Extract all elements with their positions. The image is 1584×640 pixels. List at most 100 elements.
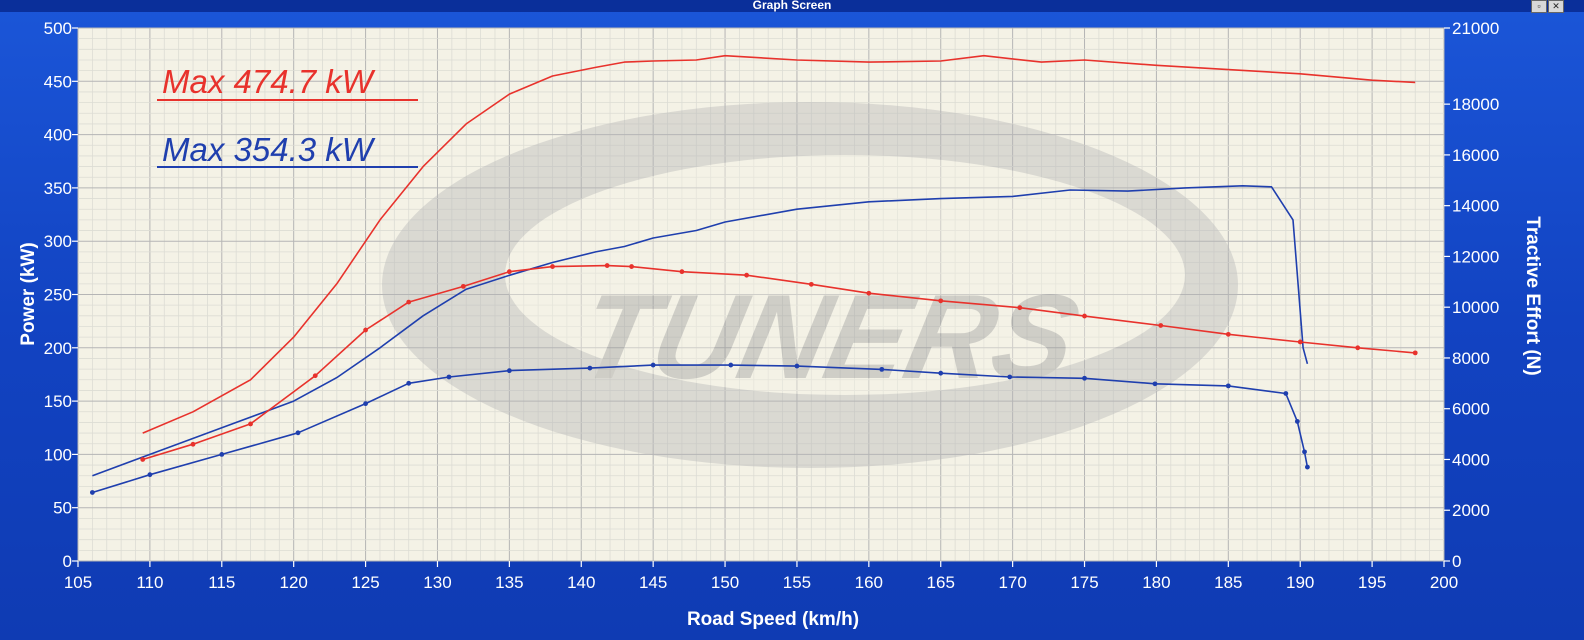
close-icon[interactable]: ✕ [1548, 0, 1564, 13]
x-tick-label: 140 [567, 573, 595, 592]
series-2-point [808, 281, 814, 287]
max-power-red-label: Max 474.7 kW [162, 63, 376, 100]
series-3-point [363, 401, 368, 407]
series-2-point [506, 269, 512, 275]
series-3-point [587, 365, 593, 371]
y-tick-label: 250 [44, 286, 72, 305]
y2-tick-label: 4000 [1452, 450, 1490, 469]
window-title: Graph Screen [752, 0, 832, 12]
series-2-point [744, 272, 750, 278]
restore-icon[interactable]: ▫ [1531, 0, 1547, 13]
series-3-point [89, 490, 95, 495]
x-tick-label: 175 [1070, 573, 1098, 592]
series-3-point [728, 362, 734, 368]
series-2-point [1082, 313, 1087, 319]
series-3-point [1302, 449, 1307, 455]
x-axis-title: Road Speed (km/h) [687, 609, 859, 630]
series-3-point [219, 452, 225, 457]
y-axis-title: Power (kW) [18, 242, 39, 345]
series-2-point [1412, 350, 1418, 356]
series-3-point [506, 368, 512, 374]
x-tick-label: 110 [136, 573, 163, 592]
series-2-point [190, 441, 196, 447]
y2-tick-label: 6000 [1452, 400, 1490, 419]
max-power-blue-label: Max 354.3 kW [162, 131, 376, 168]
series-2-point [938, 298, 944, 304]
x-tick-label: 115 [208, 573, 235, 592]
y2-tick-label: 8000 [1452, 349, 1490, 368]
x-axis-ticks: 105 110 115 120 125 130 135 140 145 150 155 160 165 1… [64, 561, 1458, 592]
y-tick-label: 300 [44, 232, 72, 251]
y2-tick-label: 0 [1452, 552, 1461, 571]
series-2-point [1017, 305, 1023, 311]
series-3-point [1225, 383, 1231, 389]
series-3-point [794, 363, 800, 369]
legend-red: Max 474.7 kW [157, 63, 418, 101]
x-tick-label: 145 [639, 573, 667, 592]
series-2-point [406, 299, 412, 305]
y2-tick-label: 2000 [1452, 501, 1490, 520]
series-2-point [604, 263, 610, 268]
y2-tick-label: 21000 [1452, 19, 1499, 38]
x-tick-label: 185 [1214, 573, 1242, 592]
series-3-point [295, 430, 301, 436]
y-tick-label: 0 [63, 552, 72, 571]
series-2-point [1297, 339, 1303, 345]
title-bar: Graph Screen ▫ ✕ [0, 0, 1584, 13]
y-tick-label: 450 [44, 72, 72, 91]
series-2-point [679, 269, 685, 275]
series-3-point [938, 370, 944, 376]
x-tick-label: 150 [711, 573, 739, 592]
x-tick-label: 125 [351, 573, 379, 592]
y-axis-ticks: 0 50 100 150 200 250 300 350 400 450 500 [44, 19, 78, 571]
series-2-point [248, 421, 253, 427]
x-tick-label: 135 [495, 573, 523, 592]
series-3-point [1082, 375, 1087, 381]
x-tick-label: 155 [783, 573, 811, 592]
x-tick-label: 195 [1358, 573, 1386, 592]
series-2-point [140, 457, 146, 462]
y-tick-label: 400 [44, 126, 72, 145]
series-3-point [1294, 419, 1300, 424]
y-tick-label: 50 [53, 499, 72, 518]
series-3-point [879, 366, 885, 372]
y2-axis-title: Tractive Effort (N) [1522, 216, 1543, 375]
series-2-point [866, 290, 872, 296]
y2-tick-label: 18000 [1452, 95, 1499, 114]
series-3-point [406, 380, 412, 386]
series-2-point [550, 264, 555, 269]
series-3-point [1305, 464, 1310, 470]
series-layer [89, 54, 1418, 495]
y2-axis-ticks: 0 2000 4000 6000 8000 10000 12000 14000 16000 180… [1444, 19, 1499, 571]
y-tick-label: 350 [44, 179, 72, 198]
x-tick-label: 190 [1286, 573, 1314, 592]
y2-tick-label: 16000 [1452, 146, 1499, 165]
x-tick-label: 200 [1430, 573, 1458, 592]
series-2-point [629, 264, 634, 269]
x-tick-label: 130 [423, 573, 451, 592]
x-tick-label: 105 [64, 573, 92, 592]
series-3-point [650, 362, 656, 368]
series-2-point [1355, 345, 1361, 351]
series-2-point [363, 327, 368, 333]
y-tick-label: 150 [44, 392, 72, 411]
series-2-point [1225, 331, 1231, 337]
series-3-point [446, 374, 452, 380]
y-tick-label: 200 [44, 339, 72, 358]
x-tick-label: 180 [1142, 573, 1170, 592]
series-3-point [1283, 391, 1289, 396]
series-line-1 [92, 185, 1309, 477]
series-3-point [1007, 374, 1013, 380]
series-2-point [1158, 323, 1164, 328]
grid [77, 27, 1445, 562]
x-tick-label: 170 [998, 573, 1026, 592]
y-tick-label: 500 [44, 19, 72, 38]
y-tick-label: 100 [44, 445, 72, 464]
series-2-point [312, 373, 318, 379]
y2-tick-label: 12000 [1452, 247, 1499, 266]
y2-tick-label: 10000 [1452, 298, 1499, 317]
series-2-point [460, 283, 466, 289]
x-tick-label: 160 [855, 573, 883, 592]
